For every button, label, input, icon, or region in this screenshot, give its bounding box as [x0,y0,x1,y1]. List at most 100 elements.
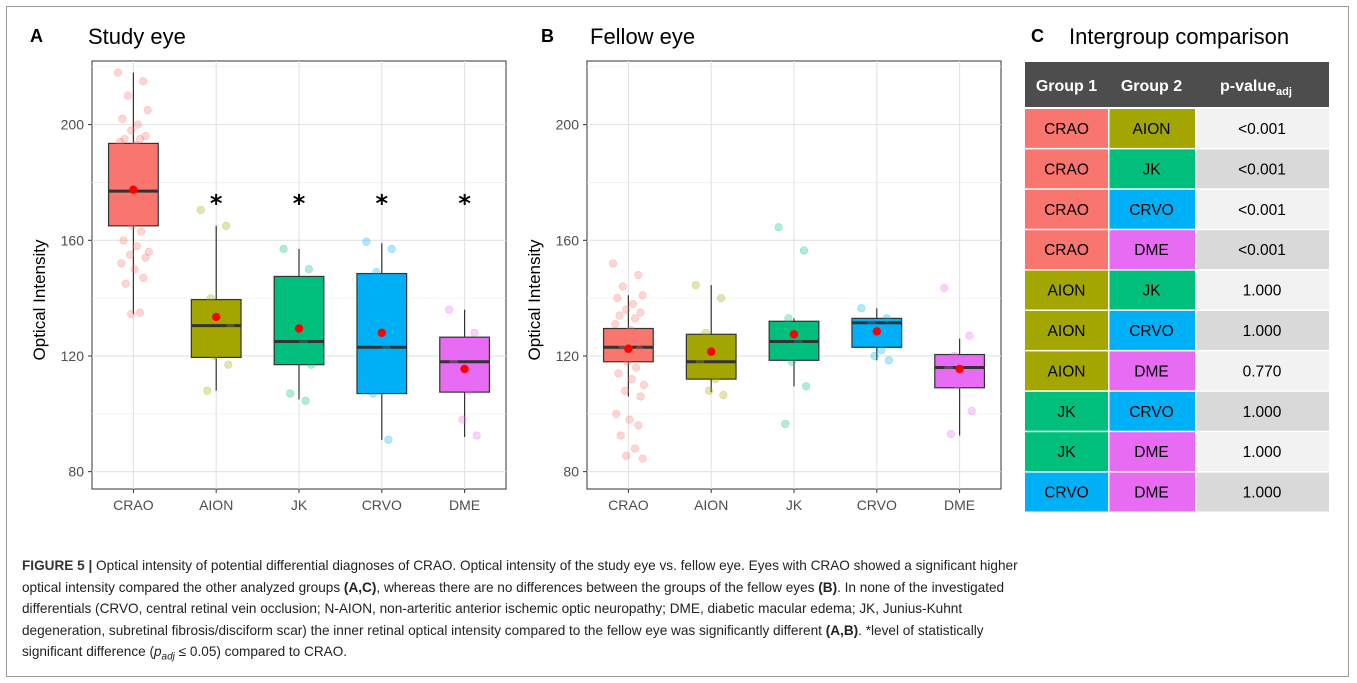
data-point [131,140,140,149]
panel-c: C Intergroup comparison Group 1 Group 2 p-… [1025,24,1329,512]
table-group2-label: CRVO [1129,202,1174,219]
table-cell-pvalue [1196,472,1329,512]
data-point [299,337,308,346]
table-cell-group1 [1025,472,1108,512]
table-cell-group2 [1109,149,1195,189]
data-point [636,392,645,401]
table-cell-group2 [1109,472,1195,512]
table-cell-group2 [1109,351,1195,391]
table-pvalue: 1.000 [1243,444,1282,461]
table-group2-label: JK [1142,161,1161,178]
table-header-row [1025,62,1329,107]
data-point [117,259,126,268]
caption-segment: (B) [818,579,838,595]
data-point [711,375,720,384]
data-point [799,246,809,255]
data-point [139,77,148,86]
data-point [113,68,123,77]
data-point [126,250,135,259]
data-point [144,247,153,256]
panel-a-xtick-label: CRVO [362,497,402,513]
data-point [861,337,870,346]
data-point [635,346,644,355]
table-cell-pvalue [1196,109,1329,148]
data-point [140,201,149,210]
data-point [135,134,145,144]
data-point [309,322,318,332]
mean-point [624,344,633,353]
data-point [631,363,641,372]
table-cell-group1 [1025,230,1108,270]
data-point [609,348,619,358]
table-group2-label: DME [1134,363,1168,380]
table-group1-label: CRAO [1044,202,1089,219]
data-point [614,369,623,378]
caption-segment: . In none of the investigated [837,579,1005,595]
data-point [622,451,631,460]
panel-b: B Fellow eye Optical Intensity 80 120 160 2… [525,24,1002,513]
data-point [618,282,628,291]
panel-b-title: Fellow eye [590,24,695,49]
data-point [307,360,316,369]
panel-a-xtick-label: JK [291,497,308,513]
data-point [608,259,618,268]
table-cell-group1 [1025,189,1108,229]
table-group2-label: AION [1133,121,1171,138]
table-cell-pvalue [1196,391,1329,431]
data-point [137,227,146,236]
box-aion [190,298,242,359]
significance-marker: * [293,189,306,217]
caption-segment: . *level of statistically [858,622,984,638]
data-point [784,314,793,323]
table-group1-label: JK [1057,444,1076,461]
table-group1-label: CRAO [1044,242,1089,259]
table-group1-label: AION [1048,323,1086,340]
table-cell-group2 [1109,311,1195,350]
table-pvalue: <0.001 [1238,242,1286,259]
data-point [445,305,454,314]
data-point [472,431,481,440]
table-cell-pvalue [1196,351,1329,391]
data-point [630,314,640,323]
caption-line-3: differentials (CRVO, central retinal vei… [22,598,1332,620]
data-point [301,396,310,405]
data-point [304,265,314,274]
data-point [128,221,137,230]
caption-segment: degeneration, subretinal fibrosis/discif… [22,622,826,638]
data-point [636,308,645,317]
data-point [209,351,219,361]
panel-b-xtick-label: CRAO [608,497,649,513]
table-group1-label: AION [1048,283,1086,300]
table-pvalue: <0.001 [1238,161,1286,178]
data-point [196,205,205,215]
figure-frame [6,6,1349,677]
data-point [464,386,474,395]
caption-line-2: optical intensity compared the other ana… [22,577,1332,599]
panel-a-ytick-label: 80 [68,464,84,480]
data-point [382,343,391,352]
caption-segment: significant difference ( [22,644,154,659]
data-point [877,346,886,355]
table-header-group1: Group 1 [1036,78,1097,95]
caption-segment: , whereas there are no differences betwe… [376,579,819,595]
mean-point [955,364,964,374]
panel-c-title: Intergroup comparison [1069,24,1289,49]
data-point [781,419,790,429]
box-dme [439,336,491,393]
table-cell-group2 [1109,230,1195,270]
data-point [867,320,876,329]
table-cell-pvalue [1196,270,1329,310]
significance-marker: * [376,189,389,217]
panel-a-xtick-label: DME [449,497,480,513]
data-point [967,406,976,416]
table-cell-group1 [1025,270,1108,310]
data-point [801,382,811,391]
caption-figure-label: FIGURE 5 | [22,558,93,573]
data-point [226,322,235,332]
caption-line-1: FIGURE 5 | Optical intensity of potentia… [22,555,1332,577]
data-point [794,337,803,346]
table-cell-group2 [1109,391,1195,431]
data-point [123,91,132,100]
data-point [384,435,393,444]
data-point [139,273,148,282]
